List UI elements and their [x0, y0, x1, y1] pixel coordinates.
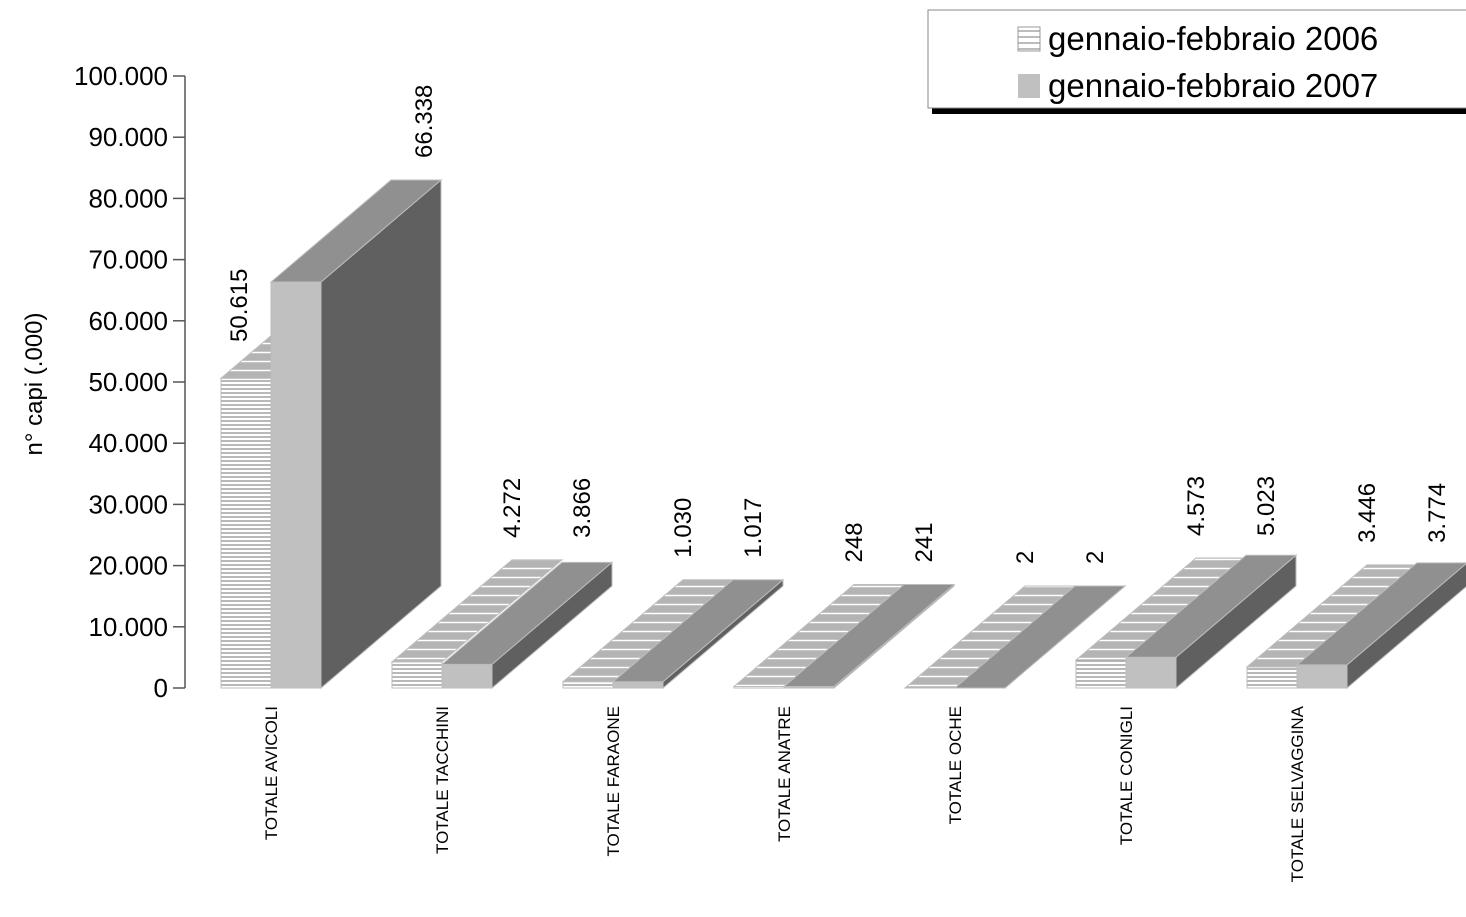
data-label-2006: 3.446 [1354, 483, 1381, 543]
bar-2007-top [782, 584, 956, 688]
legend-swatch-2007 [1018, 74, 1040, 98]
legend-label-2006: gennaio-febbraio 2006 [1048, 20, 1378, 57]
data-labels: 50.615 66.338 4.272 3.866 1.030 1.017 248 241 2 2… [226, 85, 1451, 564]
legend: gennaio-febbraio 2006 gennaio-febbraio 2… [927, 9, 1466, 114]
bar-2006-front [1075, 659, 1127, 689]
bar-group [1245, 562, 1466, 690]
bar-2007-top [1295, 562, 1466, 666]
y-tick-label: 90.000 [88, 122, 168, 152]
data-label-2007: 3.866 [569, 478, 596, 538]
bar-group [390, 559, 614, 690]
bar-group [219, 178, 443, 690]
bar-2007-front [441, 663, 493, 689]
data-label-2007: 3.774 [1424, 483, 1451, 543]
category-label: TOTALE ANATRE [775, 706, 794, 842]
bar-2006-front [391, 661, 443, 689]
y-tick-label: 30.000 [88, 489, 168, 519]
bar-2006-top [390, 559, 564, 663]
data-label-2006: 248 [841, 522, 868, 562]
category-label: TOTALE SELVAGGINA [1288, 705, 1307, 882]
category-label: TOTALE FARAONE [604, 706, 623, 857]
legend-box [927, 9, 1466, 109]
data-label-2006: 2 [1012, 551, 1039, 564]
legend-swatch-2006 [1017, 26, 1041, 52]
y-tick-label: 40.000 [88, 428, 168, 458]
y-axis-ticks: 0 10.000 20.000 30.000 40.000 50.000 60.000 70.… [74, 61, 185, 703]
bar-2007-front [1125, 656, 1177, 689]
bar-2007-front [1296, 664, 1348, 689]
bar-2007-front [270, 281, 322, 689]
y-tick-label: 20.000 [88, 551, 168, 581]
bar-2007-top [953, 585, 1127, 689]
y-tick-label: 50.000 [88, 367, 168, 397]
legend-label-2007: gennaio-febbraio 2007 [1048, 67, 1378, 104]
category-label: TOTALE OCHE [946, 706, 965, 824]
bar-group [732, 583, 956, 690]
bar-2007-top [1124, 554, 1298, 658]
bar-2007-front [612, 681, 664, 689]
y-tick-label: 0 [154, 673, 168, 703]
bar-2006-front [1246, 666, 1298, 689]
y-tick-label: 10.000 [88, 612, 168, 642]
data-label-2006: 4.573 [1183, 476, 1210, 536]
data-label-2007: 66.338 [411, 85, 438, 158]
bars-group [219, 178, 1466, 690]
bar-group [1074, 554, 1298, 690]
y-tick-label: 100.000 [74, 61, 168, 91]
category-label: TOTALE CONIGLI [1117, 706, 1136, 845]
category-label: TOTALE TACCHINI [433, 706, 452, 854]
bar-2007-top [611, 579, 785, 683]
bar-2006-front [220, 377, 272, 689]
category-labels: TOTALE AVICOLI TOTALE TACCHINI TOTALE FARA… [262, 705, 1307, 882]
data-label-2007: 2 [1082, 551, 1109, 564]
data-label-2006: 4.272 [499, 478, 526, 538]
y-tick-label: 60.000 [88, 306, 168, 336]
bar-2006-front [562, 681, 614, 689]
bar-group [561, 578, 785, 690]
data-label-2007: 1.017 [740, 498, 767, 558]
bar-2007-top [440, 561, 614, 665]
data-label-2007: 5.023 [1253, 476, 1280, 536]
bar-group [903, 584, 1127, 690]
data-label-2006: 1.030 [670, 498, 697, 558]
bar-2007-top [269, 179, 443, 283]
y-axis-title: n° capi (.000) [21, 312, 48, 455]
y-tick-label: 80.000 [88, 183, 168, 213]
y-tick-label: 70.000 [88, 245, 168, 275]
data-label-2007: 241 [911, 522, 938, 562]
data-label-2006: 50.615 [226, 269, 253, 342]
category-label: TOTALE AVICOLI [262, 706, 281, 840]
